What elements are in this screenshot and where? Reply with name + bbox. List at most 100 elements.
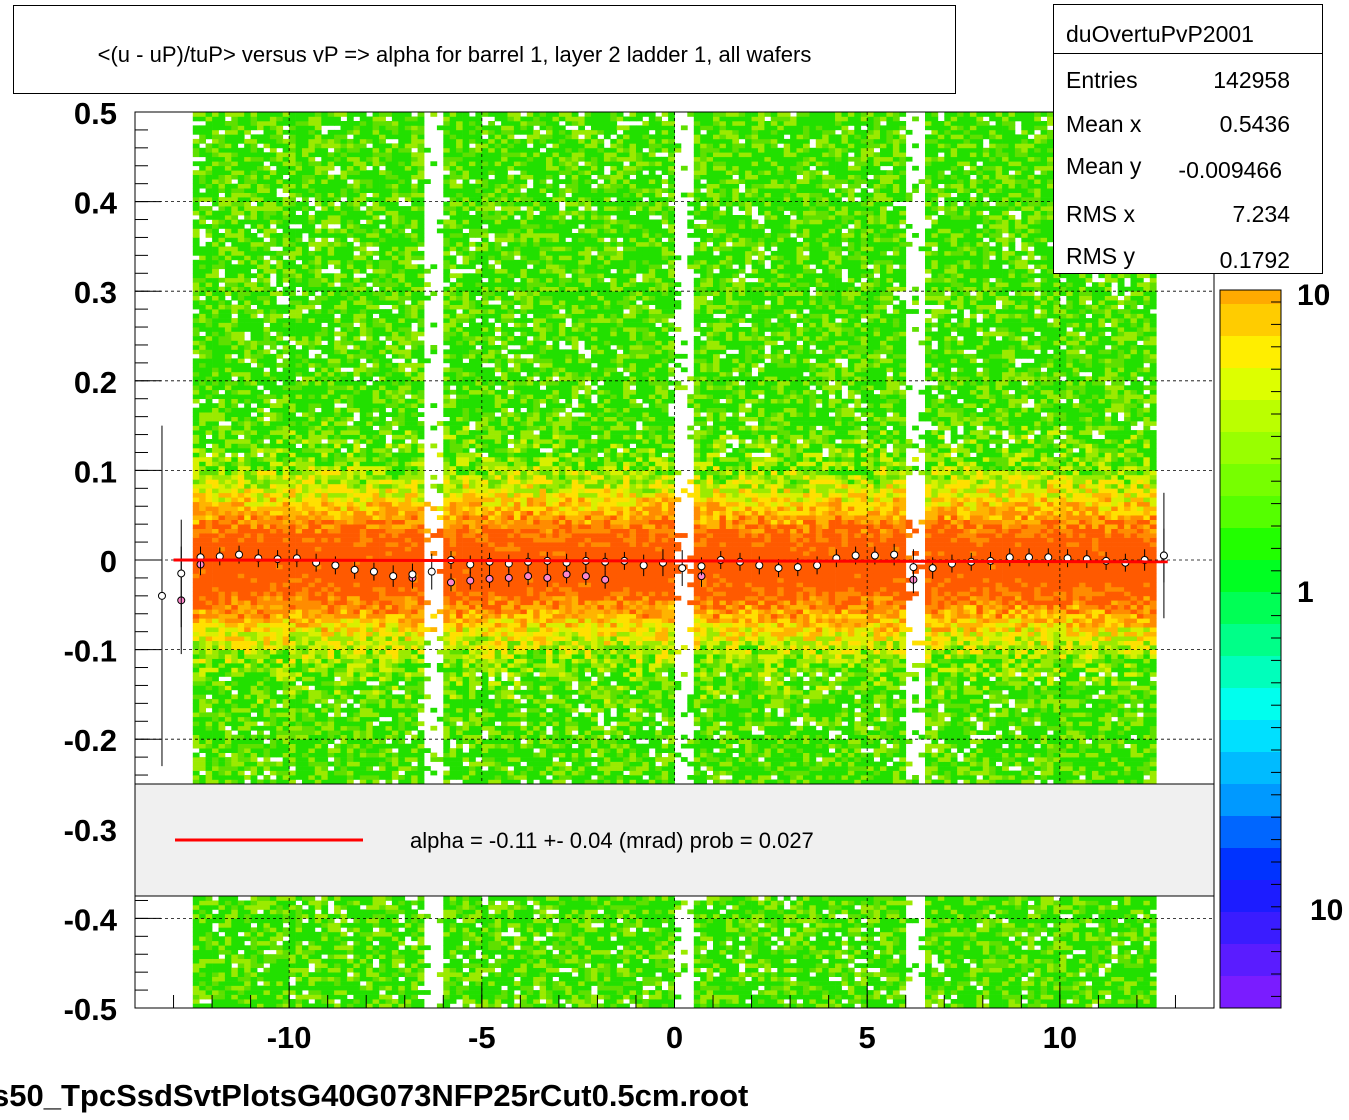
heatmap-cell <box>353 488 361 494</box>
heatmap-cell <box>205 358 213 364</box>
heatmap-cell <box>308 492 316 498</box>
heatmap-cell <box>295 945 303 951</box>
heatmap-cell <box>244 457 251 462</box>
heatmap-cell <box>237 927 245 933</box>
heatmap-cell <box>269 179 277 184</box>
heatmap-cell <box>302 595 309 601</box>
heatmap-cell <box>224 206 232 211</box>
heatmap-cell <box>327 291 335 296</box>
heatmap-cell <box>212 757 219 762</box>
heatmap-cell <box>302 949 309 955</box>
heatmap-cell <box>224 761 232 767</box>
heatmap-cell <box>302 448 309 453</box>
heatmap-cell <box>212 945 219 951</box>
heatmap-cell <box>321 609 329 615</box>
heatmap-cell <box>237 336 245 341</box>
heatmap-cell <box>224 412 232 417</box>
heatmap-cell <box>244 394 251 399</box>
heatmap-cell <box>289 654 296 659</box>
heatmap-cell <box>321 586 329 592</box>
heatmap-cell <box>205 761 213 767</box>
heatmap-cell <box>340 165 348 171</box>
heatmap-cell <box>353 555 361 561</box>
heatmap-cell <box>282 712 290 718</box>
heatmap-cell <box>321 685 329 691</box>
heatmap-cell <box>308 586 316 592</box>
heatmap-cell <box>231 291 239 296</box>
heatmap-cell <box>250 439 258 444</box>
heatmap-cell <box>257 658 264 664</box>
heatmap-cell <box>340 976 348 982</box>
heatmap-cell <box>321 389 329 395</box>
heatmap-cell <box>212 210 219 216</box>
heatmap-cell <box>218 645 226 650</box>
heatmap-cell <box>212 694 219 700</box>
heatmap-cell <box>282 931 290 937</box>
heatmap-cell <box>199 990 206 995</box>
heatmap-cell <box>269 909 277 915</box>
heatmap-cell <box>205 712 213 718</box>
heatmap-cell <box>282 430 290 435</box>
heatmap-cell <box>314 147 322 153</box>
heatmap-cell <box>327 241 335 247</box>
heatmap-cell <box>244 479 251 485</box>
heatmap-cell <box>334 434 341 440</box>
heatmap-cell <box>276 515 284 520</box>
heatmap-cell <box>199 613 206 619</box>
heatmap-cell <box>212 152 219 158</box>
heatmap-cell <box>250 282 258 287</box>
heatmap-cell <box>205 246 213 252</box>
heatmap-cell <box>218 143 226 149</box>
heatmap-cell <box>250 506 258 511</box>
heatmap-cell <box>269 604 277 610</box>
heatmap-cell <box>308 524 316 529</box>
heatmap-cell <box>218 600 226 606</box>
heatmap-cell <box>205 277 213 283</box>
heatmap-cell <box>250 949 258 955</box>
heatmap-cell <box>295 927 303 933</box>
heatmap-cell <box>346 497 354 503</box>
heatmap-cell <box>257 425 264 431</box>
heatmap-cell <box>199 403 206 408</box>
heatmap-cell <box>263 461 271 467</box>
heatmap-cell <box>199 219 206 225</box>
heatmap-cell <box>353 775 361 780</box>
heatmap-cell <box>199 761 206 767</box>
heatmap-cell <box>327 663 335 668</box>
heatmap-cell <box>205 421 213 426</box>
heatmap-cell <box>263 121 271 126</box>
heatmap-cell <box>282 264 290 270</box>
heatmap-cell <box>282 215 290 220</box>
heatmap-cell <box>295 510 303 516</box>
heatmap-cell <box>244 730 251 735</box>
heatmap-cell <box>231 421 239 426</box>
heatmap-cell <box>263 542 271 547</box>
heatmap-cell <box>199 470 206 476</box>
heatmap-cell <box>308 734 316 740</box>
heatmap-cell <box>340 515 348 520</box>
heatmap-cell <box>282 201 290 207</box>
heatmap-cell <box>289 506 296 511</box>
heatmap-cell <box>346 515 354 520</box>
heatmap-cell <box>218 927 226 933</box>
heatmap-cell <box>237 268 245 274</box>
heatmap-cell <box>314 922 322 928</box>
heatmap-cell <box>192 219 200 225</box>
heatmap-cell <box>295 156 303 162</box>
heatmap-cell <box>353 461 361 467</box>
heatmap-cell <box>257 546 264 552</box>
heatmap-cell <box>218 985 226 991</box>
heatmap-cell <box>282 528 290 534</box>
heatmap-cell <box>257 519 264 525</box>
heatmap-cell <box>244 398 251 404</box>
heatmap-cell <box>205 259 213 265</box>
heatmap-cell <box>353 945 361 951</box>
heatmap-cell <box>276 255 284 261</box>
heatmap-cell <box>218 631 226 637</box>
heatmap-cell <box>199 896 206 901</box>
heatmap-cell <box>359 555 367 561</box>
heatmap-cell <box>353 439 361 444</box>
heatmap-cell <box>321 174 329 180</box>
heatmap-cell <box>231 694 239 700</box>
heatmap-cell <box>244 689 251 695</box>
